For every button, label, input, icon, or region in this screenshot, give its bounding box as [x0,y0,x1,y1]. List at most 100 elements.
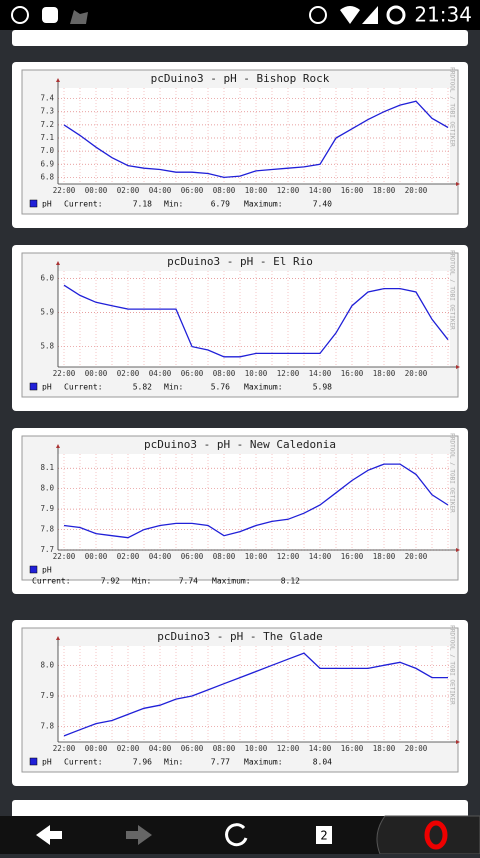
forward-button[interactable] [126,825,152,845]
y-tick-label: 7.2 [40,120,54,129]
stat-label: Current: [64,200,103,209]
stat-value: 8.04 [313,758,332,767]
watermark: RRDTOOL / TOBI OETIKER [449,625,456,705]
x-tick-label: 14:00 [309,369,332,378]
y-tick-label: 8.1 [40,463,54,472]
x-tick-label: 06:00 [181,552,204,561]
stat-label: Maximum: [244,200,283,209]
wifi-icon [340,6,360,24]
x-tick-label: 02:00 [117,744,140,753]
status-icon [11,6,29,24]
y-tick-label: 7.8 [40,722,54,731]
x-tick-label: 22:00 [53,744,76,753]
x-tick-label: 04:00 [149,552,172,561]
y-tick-label: 6.0 [40,273,54,282]
x-tick-label: 22:00 [53,369,76,378]
x-tick-label: 04:00 [149,369,172,378]
stat-label: Min: [132,577,151,586]
x-tick-label: 16:00 [341,552,364,561]
legend-swatch [29,382,38,391]
x-tick-label: 20:00 [405,186,428,195]
data-line [63,652,448,737]
chart-title: pcDuino3 - pH - New Caledonia [144,438,336,451]
x-tick-label: 08:00 [213,744,236,753]
y-tick-label: 7.3 [40,107,54,116]
x-tick-label: 04:00 [149,186,172,195]
clock: 21:34 [414,3,472,27]
x-tick-label: 00:00 [85,186,108,195]
x-tick-label: 04:00 [149,744,172,753]
y-tick-label: 7.1 [40,133,54,142]
y-tick-label: 7.8 [40,525,54,534]
alarm-icon [309,6,327,24]
x-tick-label: 10:00 [245,744,268,753]
status-bar [0,0,480,30]
x-tick-label: 12:00 [277,552,300,561]
chart-title: pcDuino3 - pH - The Glade [157,630,323,643]
legend-swatch [29,199,38,208]
x-tick-label: 14:00 [309,186,332,195]
x-tick-label: 08:00 [213,369,236,378]
y-tick-label: 7.4 [40,94,54,103]
stat-value: 6.79 [211,200,230,209]
stat-value: 7.18 [133,200,152,209]
stat-value: 7.92 [101,577,120,586]
chart-title: pcDuino3 - pH - Bishop Rock [151,72,330,85]
y-tick-label: 5.8 [40,342,54,351]
x-tick-label: 14:00 [309,744,332,753]
x-tick-label: 12:00 [277,369,300,378]
data-line [63,463,449,539]
y-tick-label: 7.7 [40,545,54,554]
watermark: RRDTOOL / TOBI OETIKER [449,67,456,147]
tabs-button[interactable] [316,826,332,844]
stat-value: 5.98 [313,383,332,392]
partial-card [12,800,468,820]
x-tick-label: 14:00 [309,552,332,561]
x-tick-label: 16:00 [341,369,364,378]
y-tick-label: 6.8 [40,172,54,181]
stat-value: 7.40 [313,200,332,209]
x-tick-label: 18:00 [373,744,396,753]
x-tick-label: 20:00 [405,552,428,561]
watermark: RRDTOOL / TOBI OETIKER [449,433,456,513]
y-tick-label: 5.9 [40,307,54,316]
tab-count: 2 [320,829,327,843]
x-tick-label: 00:00 [85,744,108,753]
watermark: RRDTOOL / TOBI OETIKER [449,250,456,330]
legend-label: pH [42,758,52,767]
x-tick-label: 16:00 [341,186,364,195]
plot-area [58,271,450,367]
y-tick-label: 7.9 [40,504,54,513]
stat-label: Maximum: [244,758,283,767]
y-tick-label: 8.0 [40,660,54,669]
x-tick-label: 00:00 [85,552,108,561]
partial-card [12,30,468,46]
y-tick-label: 7.9 [40,691,54,700]
stat-value: 7.96 [133,758,152,767]
x-tick-label: 18:00 [373,552,396,561]
stat-label: Min: [164,758,183,767]
x-tick-label: 20:00 [405,744,428,753]
legend-label: pH [42,200,52,209]
x-tick-label: 06:00 [181,186,204,195]
stat-label: Maximum: [212,577,251,586]
x-tick-label: 16:00 [341,744,364,753]
x-tick-label: 02:00 [117,552,140,561]
stat-label: Current: [32,577,71,586]
x-tick-label: 10:00 [245,186,268,195]
back-button[interactable] [36,825,62,845]
stat-label: Min: [164,383,183,392]
x-tick-label: 10:00 [245,552,268,561]
legend-label: pH [42,383,52,392]
plot-area [58,646,450,742]
stat-value: 5.82 [133,383,152,392]
x-tick-label: 00:00 [85,369,108,378]
stat-value: 8.12 [281,577,300,586]
y-tick-label: 7.0 [40,146,54,155]
x-tick-label: 08:00 [213,552,236,561]
chart-title: pcDuino3 - pH - El Rio [167,255,313,268]
reload-button[interactable] [225,823,248,847]
x-tick-label: 10:00 [245,369,268,378]
